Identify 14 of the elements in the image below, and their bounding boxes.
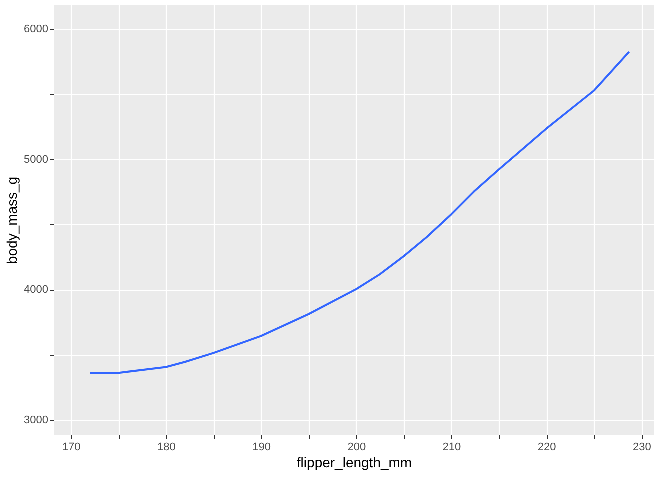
x-tick-label: 170: [62, 442, 81, 454]
y-tick-label: 5000: [24, 154, 48, 166]
x-tick-label: 180: [158, 442, 176, 454]
line-series: [89, 51, 630, 374]
x-tick-label: 230: [632, 442, 652, 454]
x-axis-title: flipper_length_mm: [296, 454, 412, 470]
y-tick-label: 6000: [24, 23, 48, 36]
x-tick-label: 190: [252, 442, 271, 454]
y-axis-title: body_mass_g: [4, 176, 20, 264]
y-tick-label: 3000: [24, 414, 48, 427]
x-tick-label: 200: [348, 442, 366, 454]
x-tick-label: 210: [442, 442, 462, 454]
y-tick-label: 4000: [24, 284, 48, 296]
x-tick-label: 220: [538, 442, 556, 454]
